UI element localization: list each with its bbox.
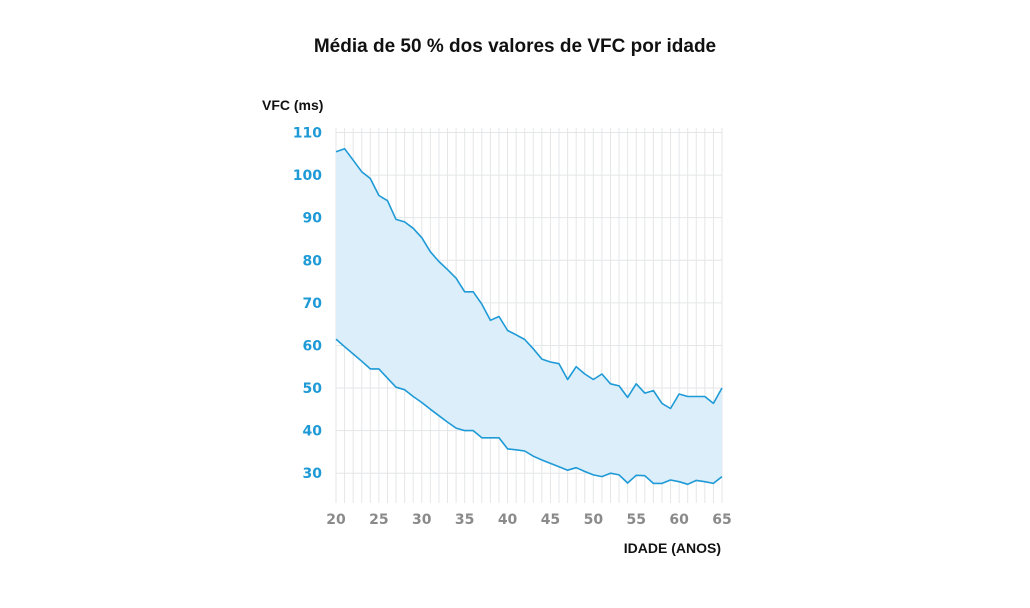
hrv-band-fill: [336, 148, 722, 485]
x-tick-label: 20: [326, 512, 346, 528]
hrv-upper-line: [335, 147, 723, 410]
chart-title: Média de 50 % dos valores de VFC por ida…: [313, 36, 717, 57]
x-tick-label: 60: [669, 512, 689, 528]
hrv-lower-line: [335, 338, 723, 486]
x-tick-label: 35: [455, 512, 474, 528]
y-tick-label: 50: [303, 381, 323, 397]
y-tick-label: 100: [293, 168, 322, 184]
y-tick-label: 30: [303, 466, 323, 482]
x-tick-label: 55: [626, 512, 645, 528]
x-tick-label: 45: [541, 512, 560, 528]
x-tick-labels: 20 25 30 35 40 45 50 55 60 65: [326, 512, 731, 528]
x-axis-label: IDADE (ANOS): [623, 540, 721, 556]
x-tick-label: 40: [498, 512, 518, 528]
x-tick-label: 25: [369, 512, 388, 528]
y-tick-labels: 30 40 50 60 70 80 90 100 110: [293, 126, 322, 483]
y-tick-label: 60: [303, 338, 323, 354]
y-axis-label: VFC (ms): [262, 97, 324, 113]
x-tick-label: 50: [584, 512, 604, 528]
x-tick-label: 30: [412, 512, 432, 528]
y-tick-label: 80: [303, 253, 323, 269]
y-tick-label: 40: [303, 424, 323, 440]
y-tick-label: 90: [303, 211, 323, 227]
y-tick-label: 70: [303, 296, 323, 312]
y-tick-label: 110: [293, 126, 322, 142]
x-tick-label: 65: [712, 512, 731, 528]
